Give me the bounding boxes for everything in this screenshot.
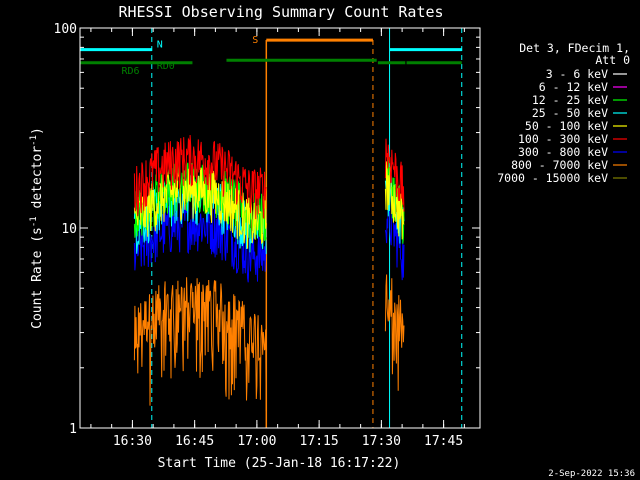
legend-label-4: 50 - 100 keV <box>525 119 608 133</box>
series-segment-7-1 <box>384 274 405 391</box>
x-tick-label-4: 17:30 <box>362 434 401 449</box>
legend-header-line1: Det 3, FDecim 1, <box>519 41 630 55</box>
s-label: S <box>252 35 258 46</box>
x-tick-label-1: 16:45 <box>175 434 214 449</box>
y-tick-label-2: 100 <box>54 22 77 37</box>
legend-label-2: 12 - 25 keV <box>532 93 608 107</box>
legend-label-0: 3 - 6 keV <box>546 67 608 81</box>
x-tick-label-3: 17:15 <box>300 434 339 449</box>
legend-header-line2: Att 0 <box>595 53 630 67</box>
legend-label-1: 6 - 12 keV <box>539 80 608 94</box>
series-segment-4-0 <box>133 165 267 249</box>
y-tick-label-1: 10 <box>61 222 77 237</box>
y-axis-label-sup1: -1 <box>29 216 39 227</box>
y-axis-label: Count Rate (s-1 detector-1) <box>29 127 45 329</box>
series-segment-7-0 <box>133 277 267 412</box>
y-tick-label-0: 1 <box>69 422 77 437</box>
series-segment-5-0 <box>133 134 267 220</box>
legend-label-7: 800 - 7000 keV <box>511 158 608 172</box>
series-trace-5 <box>133 134 405 220</box>
date-stamp: 2-Sep-2022 15:36 <box>548 469 635 479</box>
x-tick-label-2: 17:00 <box>237 434 276 449</box>
x-axis-label: Start Time (25-Jan-18 16:17:22) <box>158 456 401 471</box>
series-trace-4 <box>133 161 405 249</box>
n-label: N <box>157 40 163 51</box>
legend-label-8: 7000 - 15000 keV <box>497 171 608 185</box>
x-tick-label-0: 16:30 <box>113 434 152 449</box>
y-axis-label-mid: detector <box>30 146 45 217</box>
y-axis-label-main: Count Rate (s <box>30 227 45 329</box>
rd6-label: RD6 <box>121 66 139 77</box>
chart-title: RHESSI Observing Summary Count Rates <box>118 3 443 21</box>
y-axis-label-sup2: -1 <box>29 135 39 146</box>
rd0-label: RD0 <box>157 61 175 72</box>
legend-label-3: 25 - 50 keV <box>532 106 608 120</box>
x-tick-label-5: 17:45 <box>424 434 463 449</box>
y-axis-label-end: ) <box>30 127 45 135</box>
axes: 1 10 100 16:30 16:45 17:00 17:15 17:30 17:45 <box>54 22 481 449</box>
series-trace-7 <box>133 274 405 412</box>
plot-area: N S RD0 RD6 <box>79 28 463 428</box>
series-segment-5-1 <box>384 138 405 212</box>
series-segment-4-1 <box>384 161 405 240</box>
legend-label-5: 100 - 300 keV <box>518 132 608 146</box>
legend-label-6: 300 - 800 keV <box>518 145 608 159</box>
